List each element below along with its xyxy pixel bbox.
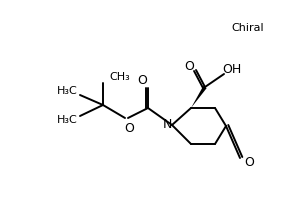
Text: CH₃: CH₃	[109, 72, 130, 82]
Text: H₃C: H₃C	[57, 115, 78, 125]
Text: H₃C: H₃C	[57, 86, 78, 96]
Text: O: O	[244, 156, 254, 169]
Text: O: O	[184, 59, 194, 72]
Polygon shape	[191, 86, 207, 108]
Text: O: O	[124, 122, 134, 135]
Text: OH: OH	[222, 62, 242, 75]
Text: N: N	[162, 119, 172, 132]
Text: O: O	[137, 73, 147, 86]
Text: Chiral: Chiral	[232, 23, 264, 33]
